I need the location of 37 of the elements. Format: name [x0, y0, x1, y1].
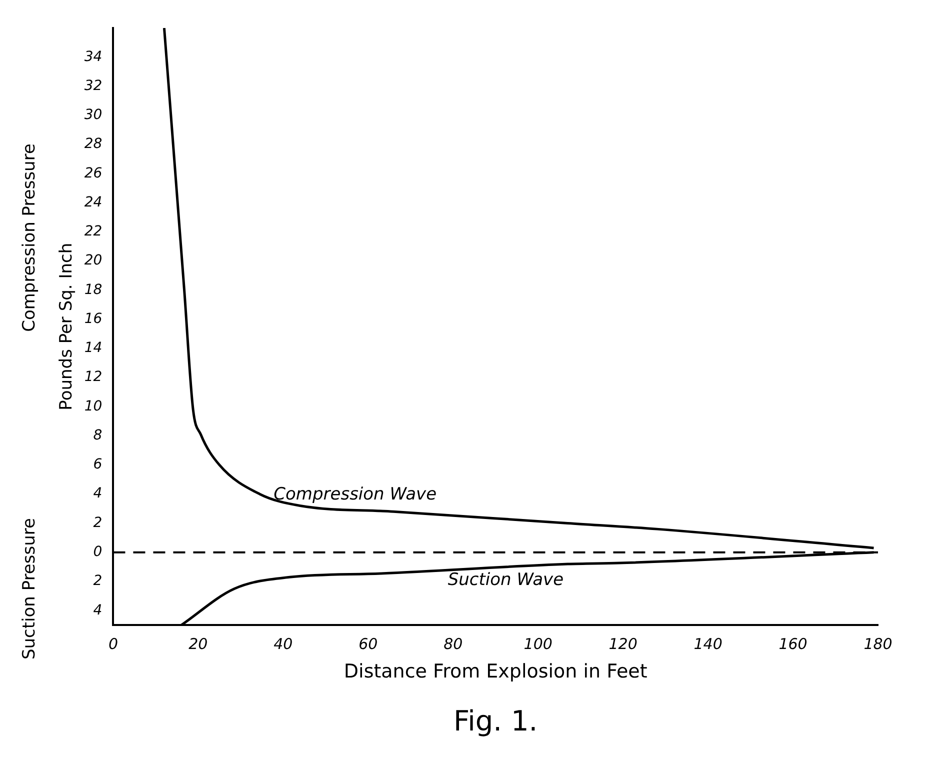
x-tick-label: 100: [524, 635, 552, 654]
x-tick-label: 0: [108, 635, 118, 654]
x-tick-label: 120: [608, 635, 638, 654]
series-label: Compression Wave: [274, 484, 437, 505]
y-axis-title: Pounds Per Sq. Inch: [56, 242, 77, 410]
y-tick-label: 2: [93, 514, 102, 531]
y-tick-label: 10: [84, 398, 102, 414]
caption: Fig. 1.: [454, 704, 538, 738]
x-axis-title: Distance From Explosion in Feet: [344, 660, 648, 683]
x-tick-label: 140: [694, 635, 722, 654]
y-tick-label: 14: [84, 340, 102, 356]
y-tick-label: 4: [93, 486, 102, 502]
text: Compression Pressure: [19, 144, 40, 332]
x-tick-label: 60: [358, 635, 378, 654]
y-tick-label: 28: [84, 136, 102, 152]
y-tick-label: 6: [93, 456, 102, 473]
y-tick-label: 2: [93, 573, 102, 590]
y-tick-label: 34: [84, 48, 102, 65]
y-tick-label: 18: [84, 282, 102, 298]
y-tick-label: 20: [84, 252, 102, 269]
y-tick-label: 30: [84, 107, 102, 124]
text: Suction Pressure: [19, 518, 40, 660]
y-tick-label: 22: [84, 224, 102, 240]
y-tick-label: 12: [84, 369, 102, 386]
y-tick-label: 26: [84, 165, 102, 182]
series-label: Suction Wave: [448, 570, 564, 590]
x-tick-label: 80: [444, 635, 463, 654]
y-tick-label: 8: [93, 427, 102, 444]
y-tick-label: 4: [93, 602, 102, 618]
y-tick-label: 24: [84, 194, 102, 210]
x-tick-label: 160: [778, 635, 808, 654]
x-tick-label: 180: [864, 635, 892, 654]
x-tick-label: 20: [188, 635, 208, 654]
x-tick-label: 40: [274, 635, 293, 654]
y-tick-label: 32: [84, 78, 102, 94]
y-tick-label: 0: [93, 544, 102, 560]
y-tick-label: 16: [84, 310, 102, 327]
